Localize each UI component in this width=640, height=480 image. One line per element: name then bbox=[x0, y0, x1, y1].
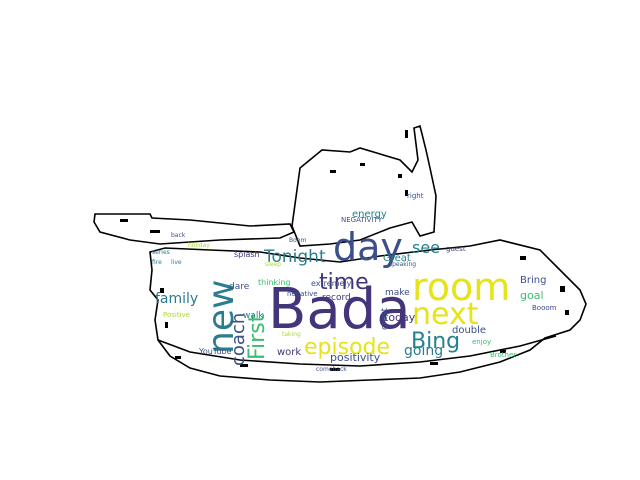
cloud-word: Brother bbox=[490, 351, 517, 359]
cloud-word: dare bbox=[229, 282, 250, 292]
cloud-word: Boom bbox=[289, 237, 307, 244]
cloud-word: splash bbox=[234, 250, 260, 259]
cloud-word: YouTube bbox=[199, 347, 232, 356]
cloud-word: see bbox=[412, 238, 441, 257]
cloud-word: live bbox=[171, 259, 182, 266]
cloud-word: taking bbox=[282, 331, 301, 338]
cloud-word: episode bbox=[304, 335, 391, 360]
cloud-word: enjoy bbox=[472, 338, 492, 346]
cloud-word: comeback bbox=[316, 366, 347, 373]
cloud-word: record bbox=[322, 293, 351, 303]
cloud-word: speaking bbox=[389, 261, 417, 268]
cloud-word: fire bbox=[152, 259, 162, 266]
tank-outline-specks bbox=[120, 130, 569, 371]
cloud-word: work bbox=[277, 347, 302, 358]
cloud-word: Booom bbox=[532, 304, 557, 312]
cloud-word: going bbox=[404, 343, 444, 359]
cloud-word: time bbox=[319, 270, 369, 295]
cloud-word: negative bbox=[287, 290, 318, 298]
cloud-word: Bring bbox=[520, 275, 547, 286]
cloud-word: crest bbox=[380, 307, 390, 330]
cloud-word: sleep bbox=[265, 261, 281, 268]
cloud-word: double bbox=[452, 325, 487, 336]
cloud-word: series bbox=[152, 249, 170, 256]
cloud-word: day bbox=[333, 225, 403, 269]
tank-silhouette bbox=[93, 124, 587, 383]
cloud-word: NEGATIVITY bbox=[341, 216, 383, 224]
cloud-word: room bbox=[412, 265, 511, 309]
cloud-word: holiday bbox=[188, 242, 210, 249]
cloud-word: Bada bbox=[268, 277, 411, 342]
cloud-word: Great bbox=[383, 253, 411, 264]
cloud-word: Tonight bbox=[264, 247, 326, 267]
cloud-word: make bbox=[385, 288, 410, 298]
cloud-word: energy bbox=[352, 209, 387, 220]
cloud-word: today bbox=[384, 311, 416, 324]
cloud-word: positivity bbox=[330, 351, 381, 364]
cloud-word: back bbox=[171, 232, 186, 239]
cloud-word: thinking bbox=[258, 278, 291, 287]
cloud-word: Positive bbox=[163, 311, 190, 319]
cloud-word: walk bbox=[243, 311, 264, 321]
cloud-word: next bbox=[412, 297, 479, 332]
cloud-word: right bbox=[407, 192, 424, 200]
cloud-word: Bing bbox=[411, 329, 461, 354]
cloud-word: family bbox=[155, 291, 199, 307]
cloud-word: extremely bbox=[311, 279, 352, 288]
cloud-word: goal bbox=[520, 289, 544, 302]
cloud-word: guest bbox=[446, 245, 466, 253]
